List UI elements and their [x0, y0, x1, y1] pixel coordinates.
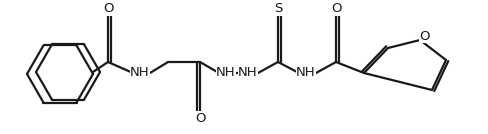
Text: S: S [274, 3, 282, 16]
Text: O: O [195, 111, 205, 124]
Text: O: O [331, 3, 341, 16]
Text: NH: NH [216, 66, 236, 79]
Text: NH: NH [238, 66, 258, 79]
Text: NH: NH [296, 66, 316, 79]
Text: O: O [103, 3, 113, 16]
Text: O: O [420, 29, 430, 42]
Text: NH: NH [130, 66, 150, 79]
